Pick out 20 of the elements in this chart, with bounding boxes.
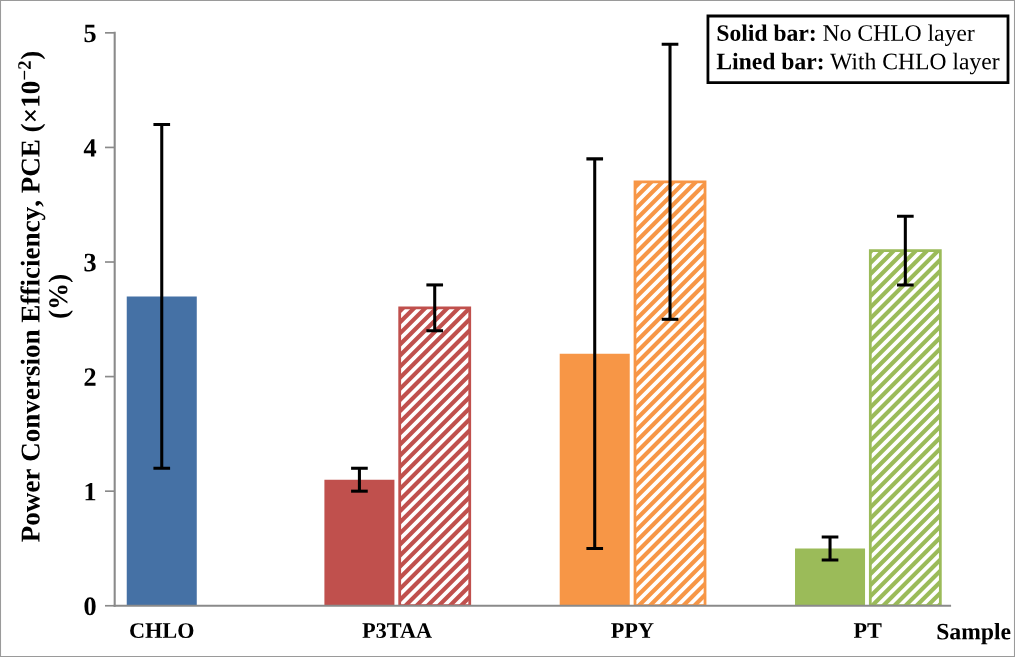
- bar: [868, 249, 942, 606]
- x-tick-label: P3TAA: [362, 623, 432, 639]
- annotation: Solid bar: No CHLO layer: [717, 24, 975, 46]
- text: Power Conversion Efficiency, PCE (×10$^{−2}$) (%): [18, 51, 73, 542]
- y-tick-label: 4: [83, 139, 97, 157]
- bar: [398, 306, 472, 606]
- y-tick-label: 0: [84, 597, 96, 616]
- bar: [324, 479, 395, 606]
- y-tick-label: 3: [84, 253, 96, 272]
- x-tick-label: CHLO: [130, 623, 194, 639]
- bar: [795, 548, 866, 606]
- x-tick-label: PPY: [611, 623, 654, 638]
- y-tick-label: 1: [85, 482, 96, 501]
- x-tick-label: PT: [853, 623, 882, 638]
- bar: [633, 180, 707, 606]
- x-axis-title: Sample: [937, 622, 1011, 645]
- annotation: Lined bar: With CHLO layer: [716, 52, 1000, 75]
- y-tick-label: 2: [84, 368, 96, 386]
- y-tick-label: 5: [84, 24, 96, 43]
- bar: [559, 353, 630, 606]
